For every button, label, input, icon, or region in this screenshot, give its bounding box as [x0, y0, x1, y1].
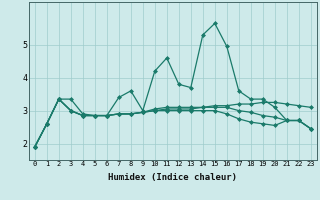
X-axis label: Humidex (Indice chaleur): Humidex (Indice chaleur): [108, 173, 237, 182]
